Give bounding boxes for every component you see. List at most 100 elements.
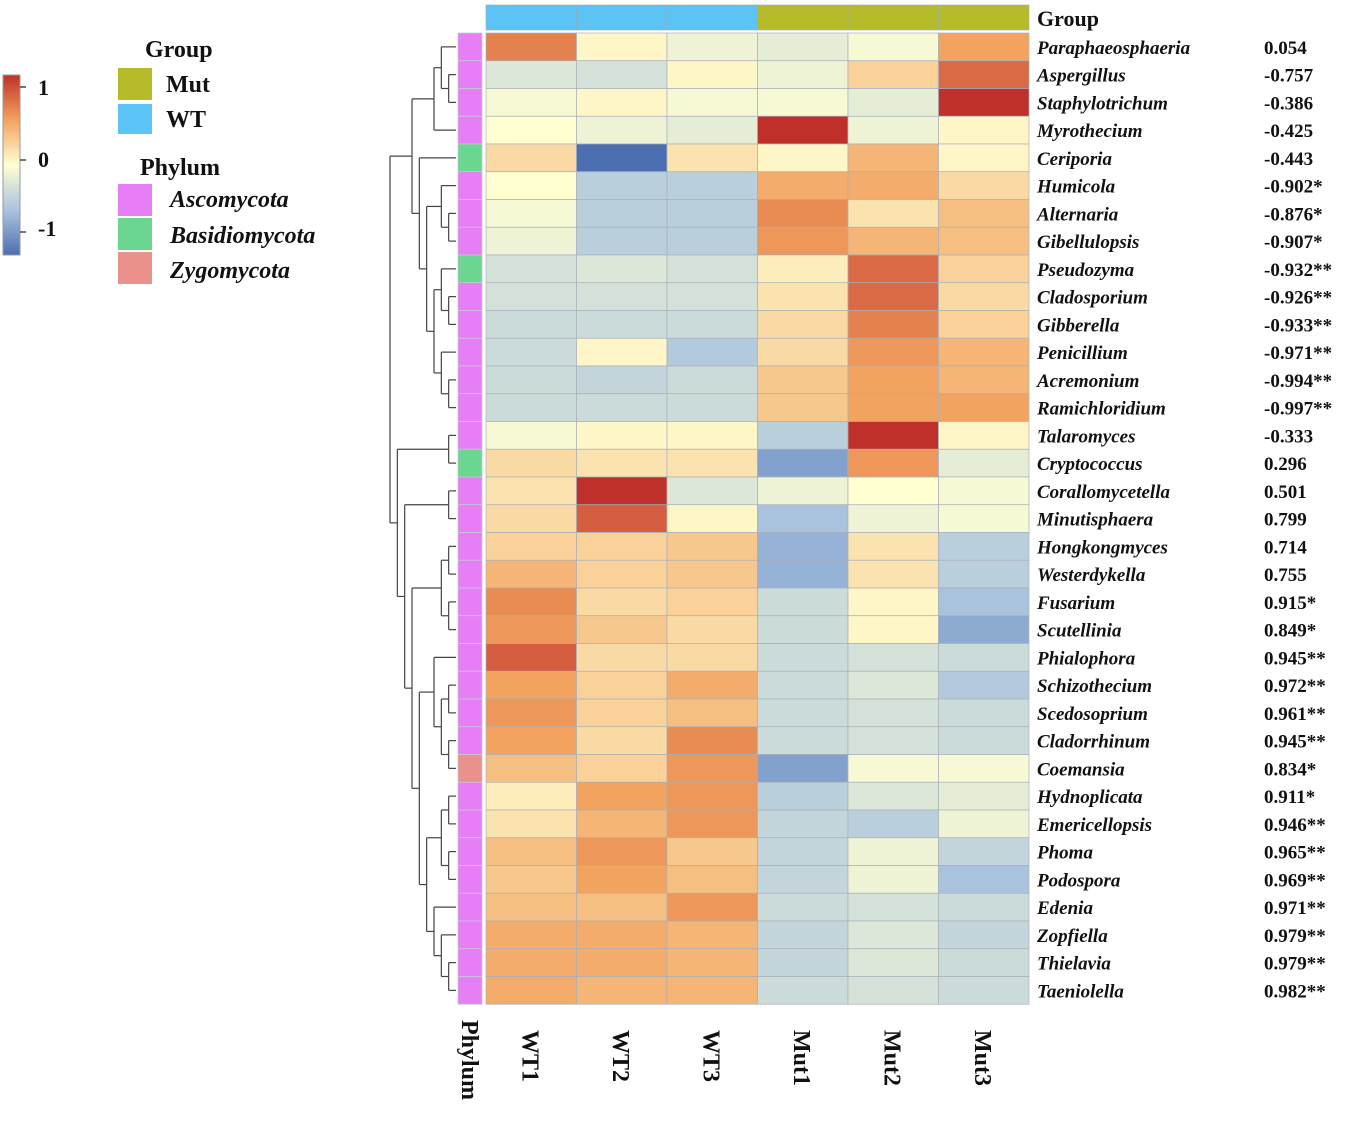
heatmap-cell xyxy=(938,781,1030,811)
correlation-label: 0.979** xyxy=(1264,954,1326,975)
heatmap-cell xyxy=(757,476,849,506)
heatmap-cell xyxy=(847,587,939,617)
legend-swatch-basidiomycota xyxy=(118,218,152,250)
heatmap-cell xyxy=(576,476,668,506)
heatmap-cell xyxy=(666,32,758,62)
correlation-label: 0.945** xyxy=(1264,648,1326,669)
phylum-cell xyxy=(457,504,483,533)
heatmap-cell xyxy=(847,809,939,839)
row-label: Talaromyces xyxy=(1037,426,1136,447)
heatmap-cell xyxy=(576,643,668,672)
heatmap-cell xyxy=(847,421,939,450)
heatmap-cell xyxy=(938,115,1030,145)
heatmap-cell xyxy=(485,476,577,506)
heatmap-cell xyxy=(576,559,668,589)
phylum-cell xyxy=(457,754,483,783)
heatmap-cell xyxy=(485,532,577,561)
heatmap-cell xyxy=(847,726,939,755)
heatmap-cell xyxy=(576,171,668,200)
heatmap-cell xyxy=(757,171,849,200)
heatmap-cell xyxy=(847,670,939,700)
heatmap-cell xyxy=(757,670,849,700)
correlation-label: -0.386 xyxy=(1264,93,1313,114)
correlation-label: -0.333 xyxy=(1264,426,1313,447)
legend-label-zygomycota: Zygomycota xyxy=(169,258,290,284)
phylum-cell xyxy=(457,587,483,617)
group-cell-mut3 xyxy=(938,4,1030,31)
heatmap-cell xyxy=(485,115,577,145)
heatmap-cell xyxy=(485,504,577,533)
heatmap-cell xyxy=(847,115,939,145)
correlation-label: 0.834* xyxy=(1264,759,1316,780)
heatmap-cell xyxy=(938,670,1030,700)
heatmap-cell xyxy=(847,448,939,478)
phylum-cell xyxy=(457,448,483,478)
heatmap-cell xyxy=(938,698,1030,728)
correlation-label: -0.902* xyxy=(1264,177,1323,198)
phylum-cell xyxy=(457,254,483,284)
phylum-cell xyxy=(457,726,483,755)
heatmap-cell xyxy=(666,698,758,728)
heatmap-cell xyxy=(485,976,577,1005)
heatmap-cell xyxy=(666,393,758,422)
heatmap-cell xyxy=(938,448,1030,478)
row-label: Alternaria xyxy=(1036,204,1119,225)
heatmap-cell xyxy=(847,865,939,894)
correlation-label: 0.965** xyxy=(1264,843,1326,864)
scale-tick-high: 1 xyxy=(38,75,49,100)
heatmap-cells xyxy=(485,32,1030,1005)
column-label: Mut3 xyxy=(969,1030,995,1086)
heatmap-cell xyxy=(666,976,758,1005)
row-label: Fusarium xyxy=(1036,593,1115,614)
correlation-label: 0.915* xyxy=(1264,593,1316,614)
correlation-label: 0.714 xyxy=(1264,537,1307,558)
heatmap-cell xyxy=(576,448,668,478)
phylum-cell xyxy=(457,698,483,728)
heatmap-cell xyxy=(666,504,758,533)
heatmap-cell xyxy=(757,254,849,284)
legend-label-mut: Mut xyxy=(166,72,210,98)
heatmap-cell xyxy=(757,587,849,617)
row-label: Penicillium xyxy=(1036,343,1128,364)
heatmap-cell xyxy=(847,393,939,422)
row-label: Ceriporia xyxy=(1037,149,1112,170)
heatmap-cell xyxy=(666,171,758,200)
heatmap-cell xyxy=(666,199,758,228)
heatmap-cell xyxy=(938,282,1030,311)
heatmap-cell xyxy=(847,476,939,506)
phylum-cell xyxy=(457,199,483,228)
column-label: WT1 xyxy=(516,1030,542,1082)
heatmap-cell xyxy=(576,282,668,311)
heatmap-cell xyxy=(666,948,758,977)
heatmap-cell xyxy=(938,587,1030,617)
row-label: Hongkongmyces xyxy=(1036,537,1168,558)
heatmap-cell xyxy=(847,254,939,284)
correlation-label: -0.443 xyxy=(1264,149,1313,170)
correlation-label: 0.849* xyxy=(1264,621,1316,642)
heatmap-cell xyxy=(938,892,1030,922)
heatmap-cell xyxy=(666,421,758,450)
heatmap-cell xyxy=(485,32,577,62)
heatmap-cell xyxy=(757,143,849,173)
heatmap-cell xyxy=(576,892,668,922)
heatmap-cell xyxy=(666,226,758,256)
heatmap-cell xyxy=(576,32,668,62)
heatmap-cell xyxy=(938,837,1030,866)
heatmap-cell xyxy=(576,88,668,117)
heatmap-cell xyxy=(757,754,849,783)
heatmap-cell xyxy=(666,726,758,755)
heatmap-cell xyxy=(847,226,939,256)
heatmap-cell xyxy=(847,754,939,783)
row-label: Emericellopsis xyxy=(1036,815,1152,836)
correlation-label: 0.296 xyxy=(1264,454,1307,475)
heatmap-cell xyxy=(485,88,577,117)
heatmap-cell xyxy=(576,60,668,89)
heatmap-cell xyxy=(847,171,939,200)
row-label: Scutellinia xyxy=(1037,621,1122,642)
heatmap-cell xyxy=(757,32,849,62)
group-cell-wt3 xyxy=(666,4,758,31)
correlation-label: 0.911* xyxy=(1264,787,1315,808)
heatmap-cell xyxy=(485,587,577,617)
column-label: WT2 xyxy=(607,1030,633,1082)
